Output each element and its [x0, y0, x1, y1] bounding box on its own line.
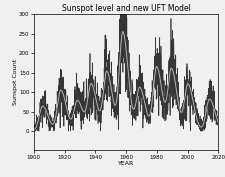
X-axis label: YEAR: YEAR — [118, 161, 134, 166]
Title: Sunspot level and new UFT Model: Sunspot level and new UFT Model — [62, 4, 190, 13]
Y-axis label: Sunspot Count: Sunspot Count — [13, 59, 18, 105]
